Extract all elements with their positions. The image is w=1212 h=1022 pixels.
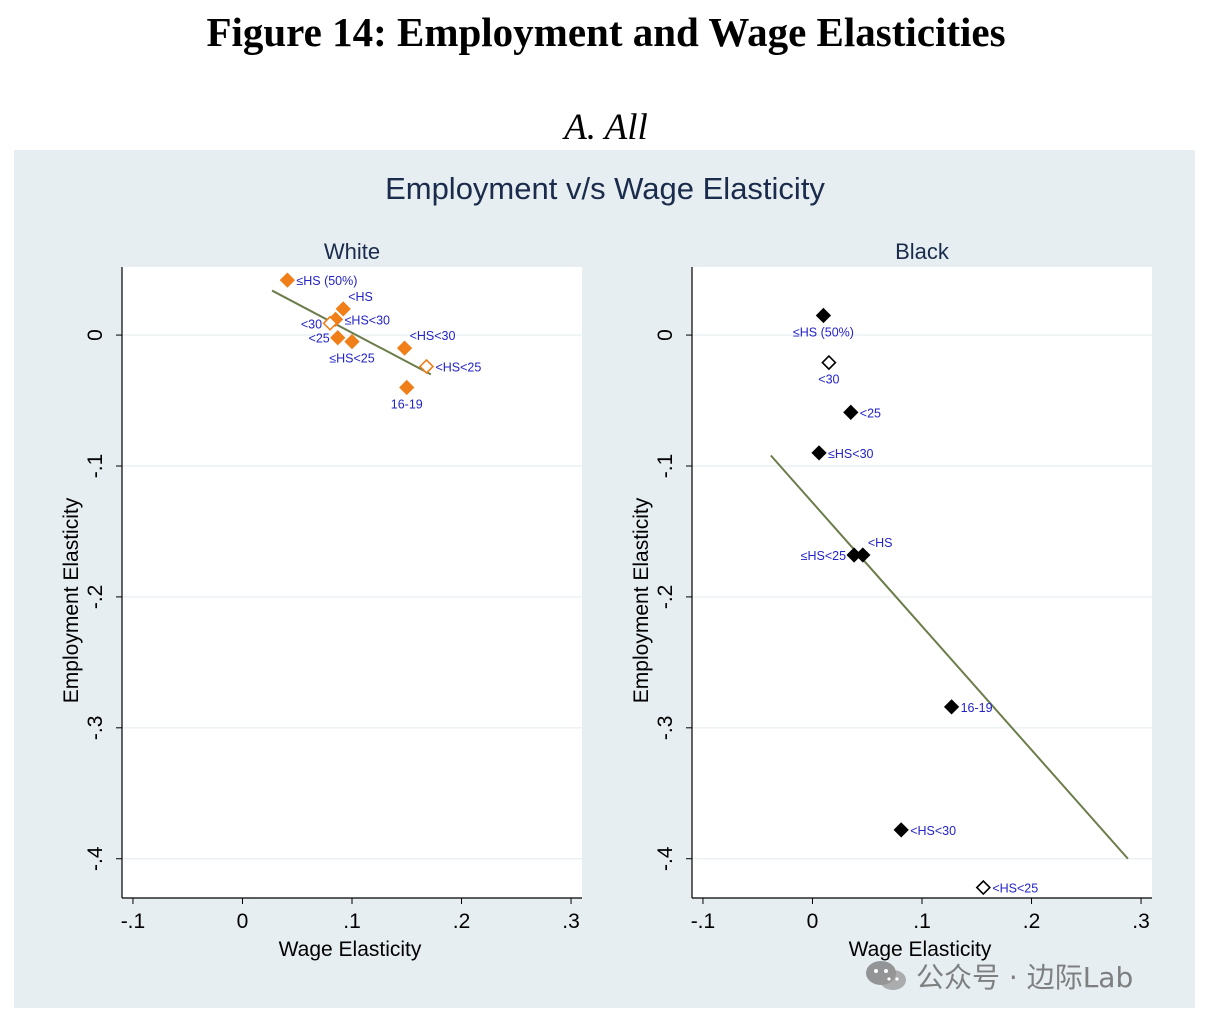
figure-title: Figure 14: Employment and Wage Elasticit…: [206, 9, 1006, 55]
x-tick-label: .3: [562, 910, 580, 933]
data-point: [330, 330, 346, 346]
point-label: ≤HS<25: [801, 549, 846, 563]
y-tick-label: -.2: [654, 585, 677, 610]
y-tick-label: -.4: [84, 846, 107, 871]
x-tick-label: -.1: [121, 910, 146, 933]
y-tick-label: -.3: [84, 716, 107, 741]
x-tick-label: 0: [807, 910, 819, 933]
point-label: <HS<30: [910, 824, 956, 838]
y-axis-label: Employment Elasticity: [630, 497, 653, 703]
x-tick-label: .3: [1132, 910, 1150, 933]
data-point: [399, 379, 415, 396]
data-point: [344, 333, 360, 350]
plot-area: [692, 267, 1152, 898]
point-label: 16-19: [391, 397, 423, 411]
data-point: [821, 354, 837, 371]
data-point: [975, 879, 991, 896]
point-label: ≤HS<30: [345, 313, 390, 327]
data-point: [811, 445, 827, 461]
data-point: [335, 301, 351, 317]
x-tick-label: 0: [237, 910, 249, 933]
chart-title: Employment v/s Wage Elasticity: [385, 171, 825, 206]
data-point: [279, 272, 296, 288]
data-point: [893, 822, 909, 838]
x-tick-label: -.1: [691, 910, 716, 933]
point-label: <HS: [868, 536, 893, 550]
watermark: 公众号 · 边际Lab: [864, 956, 1133, 996]
point-label: <30: [301, 317, 322, 331]
wechat-icon: [866, 961, 906, 990]
point-label: ≤HS (50%): [296, 274, 357, 288]
y-tick-label: -.1: [84, 454, 107, 479]
watermark-text: 公众号 · 边际Lab: [916, 961, 1134, 994]
y-tick-label: 0: [654, 329, 677, 341]
point-label: <30: [818, 373, 839, 387]
data-point: [943, 699, 960, 715]
point-label: 16-19: [961, 701, 993, 715]
fit-line: [271, 289, 432, 376]
x-axis-label: Wage Elasticity: [279, 938, 422, 961]
y-tick-label: -.1: [654, 454, 677, 479]
data-point: [322, 315, 338, 331]
x-tick-label: .1: [913, 910, 931, 933]
y-tick-label: -.2: [84, 585, 107, 610]
x-tick-label: .2: [453, 910, 471, 933]
fit-line: [770, 454, 1129, 860]
x-axis-label: Wage Elasticity: [849, 938, 992, 961]
point-label: ≤HS (50%): [793, 325, 854, 339]
point-label: <HS<25: [992, 882, 1038, 896]
data-point: [846, 547, 862, 563]
panel-black: Black -.1 0 .1 .2 .3 0 -.1 -.2 -.3 -.4 Wage Elastic…: [630, 239, 1152, 961]
x-tick-label: .2: [1023, 910, 1041, 933]
point-label: ≤HS<30: [828, 447, 873, 461]
data-point: [396, 340, 413, 356]
panel-white: White -.1 0 .1 .2 .3 0 -.1 -.2 -.3 -.4 Wage Elastic…: [60, 239, 582, 961]
point-label: <HS<30: [410, 329, 456, 343]
point-label: <25: [309, 332, 330, 346]
plot-area: [122, 267, 582, 898]
x-tick-label: .1: [343, 910, 361, 933]
data-point: [843, 404, 859, 420]
panel-subtitle: Black: [895, 239, 950, 264]
panel-subtitle: White: [324, 239, 380, 264]
point-label: ≤HS<25: [329, 352, 374, 366]
point-label: <25: [860, 406, 881, 420]
data-point: [418, 358, 435, 375]
y-axis-label: Employment Elasticity: [60, 497, 83, 703]
data-point: [815, 307, 832, 324]
y-tick-label: -.4: [654, 846, 677, 871]
point-label: <HS<25: [435, 360, 481, 374]
y-tick-label: 0: [84, 329, 107, 341]
point-label: <HS: [348, 290, 373, 304]
y-tick-label: -.3: [654, 716, 677, 741]
panel-title: A. All: [564, 107, 648, 148]
